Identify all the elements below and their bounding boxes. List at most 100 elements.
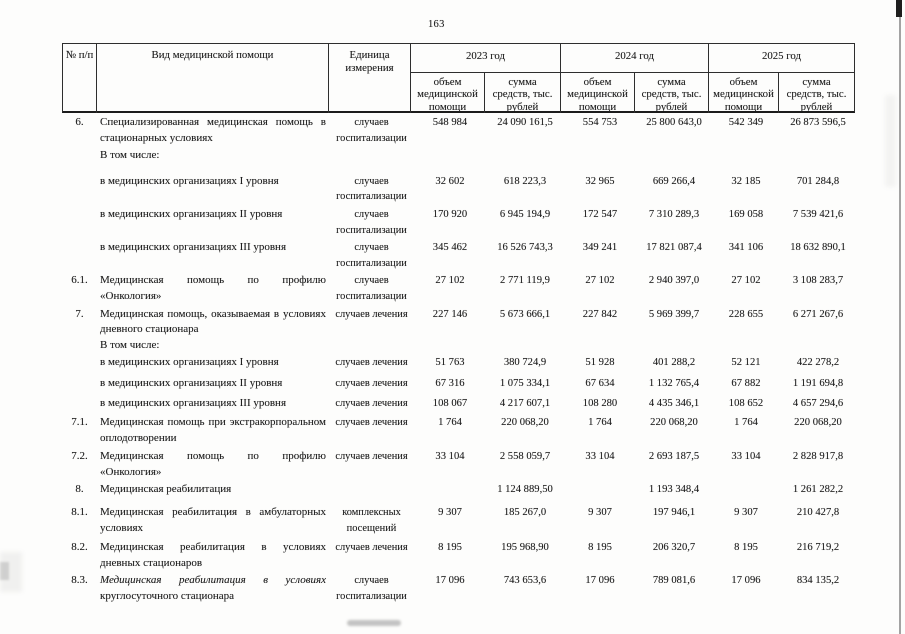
scan-smear — [885, 95, 896, 187]
row-unit: случаев лечения — [335, 308, 408, 320]
value-2023-volume: 548 984 — [432, 117, 468, 128]
value-2025-volume — [711, 482, 781, 498]
row-unit: комплексных посещений — [342, 507, 401, 534]
header-cell-year-2024: 2024 год — [561, 44, 709, 73]
value-2025-volume: 32 185 — [731, 175, 761, 187]
value-2024-sum: 1 132 765,4 — [648, 377, 700, 389]
row-number: 8.3. — [71, 574, 88, 587]
value-2023-sum: 4 217 607,1 — [499, 397, 551, 409]
value-2024-sum: 2 693 187,5 — [648, 451, 700, 463]
header-cell-year-2025: 2025 год — [709, 44, 854, 73]
row-label: Медицинская помощь, оказываемая в услови… — [100, 307, 326, 336]
table-row: в медицинских организациях III уровня слу… — [62, 240, 855, 271]
row-label: Медицинская помощь по профилю «Онкология… — [100, 450, 326, 478]
row-number — [62, 207, 97, 238]
table-row: 8.3. Медицинская реабилитация в условиях … — [62, 573, 855, 604]
value-2024-volume: 227 842 — [582, 308, 618, 320]
value-2025-volume: 52 121 — [731, 357, 761, 369]
row-label: Специализированная медицинская помощь в … — [100, 116, 326, 144]
value-2023-sum: 24 090 161,5 — [497, 117, 553, 128]
value-2025-sum: 422 278,2 — [796, 357, 840, 369]
row-number — [62, 240, 97, 271]
value-2025-sum: 4 657 294,6 — [792, 397, 844, 409]
row-label: в медицинских организациях I уровня — [100, 174, 279, 187]
scan-bottom-smudge — [347, 620, 401, 626]
row-number — [62, 148, 97, 164]
row-label: Медицинская помощь по профилю «Онкология… — [100, 274, 326, 302]
value-2023-volume: 108 067 — [432, 397, 468, 409]
value-2024-volume: 51 928 — [585, 357, 615, 369]
value-2023-sum: 16 526 743,3 — [497, 242, 553, 254]
value-2023-volume: 67 316 — [435, 377, 465, 389]
value-2023-volume: 1 764 — [438, 417, 462, 429]
row-unit: случаев госпитализации — [336, 117, 407, 144]
row-unit: случаев лечения — [335, 417, 408, 429]
row-label: в медицинских организациях I уровня — [100, 356, 279, 369]
value-2024-sum: 401 288,2 — [652, 357, 696, 369]
value-2025-volume: 542 349 — [728, 117, 764, 128]
row-number — [62, 396, 97, 412]
header-cell-year-2023: 2023 год — [411, 44, 561, 73]
value-2024-volume: 172 547 — [582, 208, 618, 220]
row-number — [62, 174, 97, 205]
value-2025-sum: 2 828 917,8 — [792, 451, 844, 463]
row-label: В том числе: — [100, 149, 160, 162]
header-cell-volume-2024: объем медицинской помощи — [561, 73, 635, 114]
row-number: 6. — [75, 116, 84, 128]
value-2024-volume: 67 634 — [585, 377, 615, 389]
row-number: 6.1. — [71, 274, 88, 287]
value-2023-volume: 170 920 — [432, 208, 468, 220]
value-2023-sum: 2 771 119,9 — [500, 275, 550, 287]
value-2024-sum: 2 940 397,0 — [648, 275, 700, 287]
value-2023-sum: 220 068,20 — [501, 417, 549, 429]
header-cell-sum-2023: сумма средств, тыс. рублей — [485, 73, 561, 114]
value-2025-sum: 6 271 267,6 — [792, 308, 844, 320]
row-unit: случаев госпитализации — [336, 175, 407, 203]
value-2023-sum: 195 968,90 — [501, 542, 549, 554]
row-label: Медицинская реабилитация — [100, 483, 232, 496]
value-2025-volume: 9 307 — [734, 507, 758, 519]
scan-left-smudge — [0, 552, 22, 592]
row-number: 7. — [75, 307, 84, 320]
row-label: в медицинских организациях II уровня — [100, 207, 283, 220]
table-row: в медицинских организациях I уровня случа… — [62, 355, 855, 371]
value-2025-volume: 33 104 — [731, 451, 761, 463]
table-row: 7.1. Медицинская помощь при экстракорпора… — [62, 415, 855, 446]
value-2023-sum: 5 673 666,1 — [499, 308, 551, 320]
value-2024-sum: 7 310 289,3 — [648, 208, 700, 220]
value-2024-sum: 669 266,4 — [652, 175, 696, 187]
value-2023-volume: 27 102 — [435, 275, 465, 287]
value-2025-sum: 216 719,2 — [796, 542, 840, 554]
value-2025-volume: 27 102 — [731, 275, 761, 287]
value-2023-sum: 380 724,9 — [503, 357, 547, 369]
row-unit: случаев лечения — [335, 451, 408, 463]
value-2025-sum: 1 191 694,8 — [792, 377, 844, 389]
value-2025-volume: 8 195 — [734, 542, 758, 554]
value-2023-sum — [487, 338, 563, 354]
table-row: в медицинских организациях II уровня случ… — [62, 376, 855, 392]
value-2025-volume: 67 882 — [731, 377, 761, 389]
value-2023-volume: 345 462 — [432, 242, 468, 254]
value-2024-sum: 206 320,7 — [652, 542, 696, 554]
value-2024-volume: 349 241 — [582, 242, 618, 254]
value-2024-sum: 1 193 348,4 — [648, 484, 700, 496]
value-2025-volume: 1 764 — [734, 417, 758, 429]
header-cell-unit: Единица измерения — [329, 44, 411, 114]
header-cell-num: № п/п — [63, 44, 97, 114]
table-row: В том числе: — [62, 148, 855, 164]
value-2024-sum: 5 969 399,7 — [648, 308, 700, 320]
value-2023-volume: 9 307 — [438, 507, 462, 519]
value-2023-sum: 185 267,0 — [503, 507, 547, 519]
value-2024-volume: 17 096 — [585, 575, 615, 587]
scan-edge-line — [899, 0, 901, 634]
value-2024-volume: 1 764 — [588, 417, 612, 429]
table-row: 6. Специализированная медицинская помощь … — [62, 115, 855, 146]
page-number: 163 — [428, 19, 445, 30]
scan-left-dots — [0, 562, 9, 580]
value-2025-sum: 220 068,20 — [794, 417, 842, 429]
table-header: № п/п Вид медицинской помощи Единица изм… — [62, 43, 855, 114]
row-number: 7.1. — [71, 416, 88, 429]
row-number: 8.1. — [71, 506, 88, 519]
value-2024-sum — [637, 338, 711, 354]
row-label: В том числе: — [100, 338, 160, 351]
